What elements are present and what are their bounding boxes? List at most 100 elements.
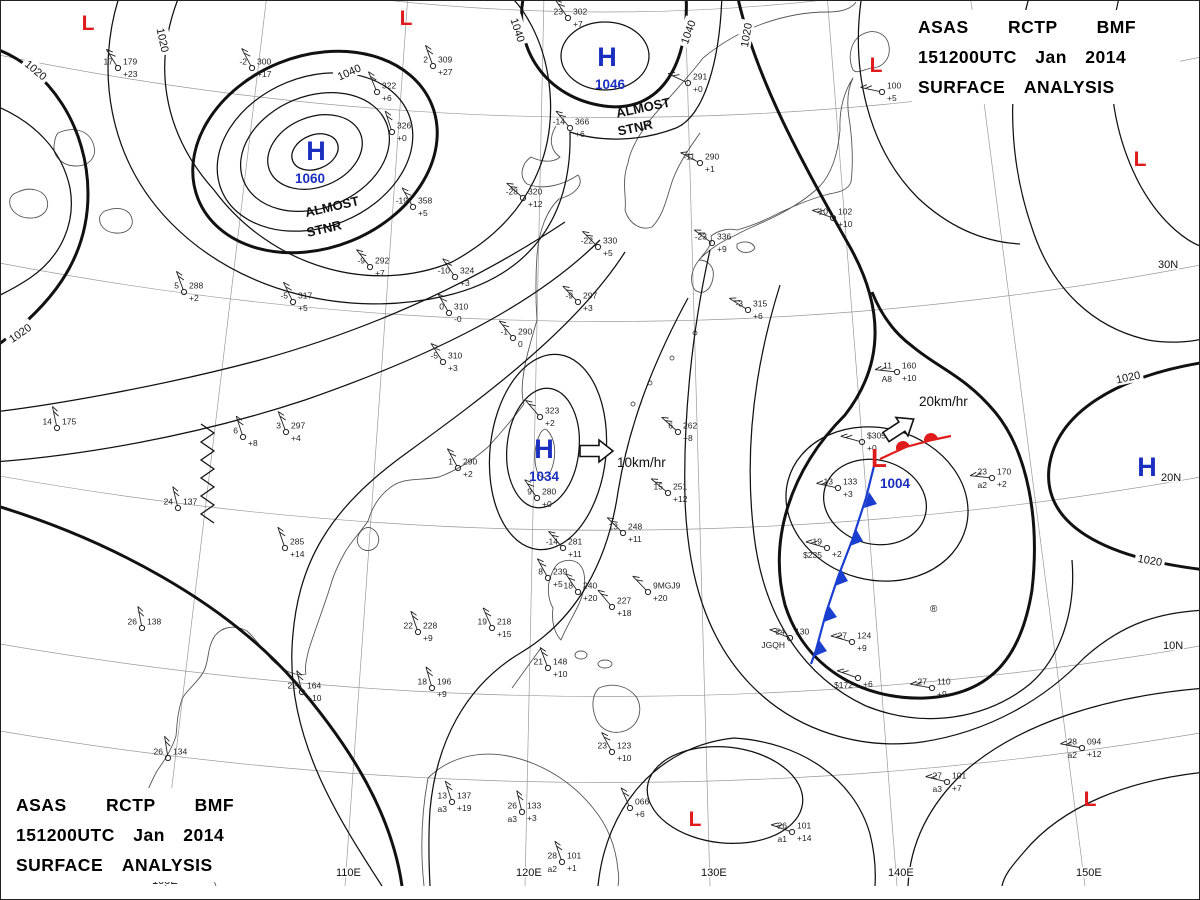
- station-extra: a2: [978, 480, 988, 490]
- station-plot: 26 138: [128, 606, 161, 632]
- wind-barb-feather: [874, 365, 882, 371]
- station-circle-icon: [281, 544, 289, 552]
- wind-barb-feather: [636, 579, 644, 582]
- wind-barb-feather: [165, 740, 171, 747]
- wind-barb: [555, 110, 569, 127]
- station-temperature: 22: [288, 681, 298, 691]
- station-tendency: +3: [583, 303, 593, 313]
- wind-barb-feather: [537, 558, 544, 563]
- station-plot: 5 288 +2: [174, 270, 203, 303]
- wind-barb-feather: [524, 479, 532, 483]
- station-extra: a3: [438, 804, 448, 814]
- station-temperature: 13: [438, 791, 448, 801]
- wind-barb: [51, 406, 57, 426]
- wind-barb-feather: [680, 151, 688, 154]
- wind-barb: [137, 606, 142, 626]
- longitude-label: 120E: [516, 867, 542, 879]
- station-pressure: 290: [463, 457, 477, 467]
- wind-barb: [384, 110, 392, 130]
- coast-hokkaido: [849, 31, 890, 73]
- station-plot: 13 248 +11: [606, 517, 642, 544]
- wind-barb-feather: [528, 403, 536, 407]
- station-tendency: +2: [832, 549, 842, 559]
- station-circle-icon: [544, 664, 552, 672]
- station-temperature: 13: [609, 522, 619, 532]
- station-circle-icon: [854, 674, 862, 682]
- wind-barb: [442, 258, 454, 276]
- low-mark: L: [400, 7, 413, 30]
- station-tendency: +12: [1087, 749, 1102, 759]
- station-pressure: 100: [887, 81, 901, 91]
- station-temperature: 9: [527, 487, 532, 497]
- station-tendency: +6: [863, 679, 873, 689]
- isobar-value-label: 1020: [20, 54, 53, 85]
- wind-barb: [296, 670, 302, 690]
- station-plot: 3 297 +4: [276, 411, 305, 443]
- warm-front-semicircle: [896, 441, 910, 451]
- station-circle-icon: [744, 306, 752, 314]
- isobar-1020-bold: [0, 505, 404, 887]
- wind-barb-feather: [370, 75, 377, 81]
- station-plot: -14 366 +6: [553, 110, 589, 139]
- station-plot: -5 310 +3: [430, 343, 462, 373]
- wind-barb-feather: [53, 411, 59, 417]
- wind-barb-feather: [556, 845, 563, 851]
- station-plot: -19 358 +5: [396, 187, 432, 218]
- station-plot: 285+14: [277, 526, 305, 559]
- station-temperature: -2: [239, 57, 247, 67]
- station-plot: 227+18: [597, 589, 632, 618]
- station-circle-icon: [409, 203, 417, 211]
- coast-taiwan: [534, 428, 556, 478]
- isobar-1020-bold: [736, 0, 1036, 700]
- coast-lake: [99, 208, 133, 234]
- station-tendency: +3: [460, 278, 470, 288]
- station-circle-icon: [644, 588, 652, 596]
- station-temperature: 26: [508, 801, 518, 811]
- isobar: [107, 0, 723, 305]
- wind-barb-feather: [176, 270, 183, 276]
- wind-barb: [176, 271, 184, 290]
- station-tendency: +17: [257, 69, 272, 79]
- wind-barb-feather: [296, 670, 303, 676]
- svg-text:1020: 1020: [1137, 553, 1163, 569]
- station-circle-icon: [684, 79, 692, 87]
- station-pressure: 300: [257, 57, 271, 67]
- low-symbol: L: [871, 443, 887, 473]
- isobar: [822, 458, 928, 546]
- wind-barb-feather: [775, 824, 783, 827]
- station-tendency: +7: [952, 783, 962, 793]
- cold-front-triangle: [850, 529, 863, 546]
- wind-barb-feather: [622, 792, 630, 797]
- wind-barb-feather: [845, 434, 853, 439]
- station-temperature: 1: [448, 457, 453, 467]
- wind-barb-feather: [558, 114, 566, 118]
- station-plot: 24 137: [164, 486, 197, 512]
- station-temperature: -10: [438, 266, 451, 276]
- station-temperature: -9: [565, 291, 573, 301]
- isobar: [560, 21, 650, 91]
- wind-barb: [356, 249, 369, 266]
- misc-label: ®: [930, 604, 938, 615]
- wind-barb: [401, 187, 413, 205]
- arrow-icon: [579, 438, 615, 464]
- station-circle-icon: [823, 544, 831, 552]
- wind-barb-feather: [555, 110, 563, 114]
- station-tendency: +10: [553, 669, 568, 679]
- station-temperature: 26: [778, 821, 788, 831]
- station-temperature: 28: [548, 851, 558, 861]
- station-plot: 23 170 +2 a2: [969, 467, 1011, 490]
- station-circle-icon: [180, 288, 188, 296]
- station-tendency: +14: [290, 549, 305, 559]
- isobar-value-label: 1020: [153, 23, 174, 57]
- station-plot: 291+0: [667, 72, 707, 94]
- station-plot: 18 196 +9: [418, 666, 451, 699]
- station-pressure: 228: [423, 621, 437, 631]
- wind-barb-feather: [651, 478, 659, 480]
- chart-title-top-right: ASAS RCTP BMF 151200UTC Jan 2014 SURFACE…: [912, 10, 1180, 104]
- wind-barb-feather: [554, 840, 561, 846]
- coast-shikoku: [736, 241, 756, 253]
- station-circle-icon: [928, 684, 936, 692]
- isobar: [239, 91, 391, 213]
